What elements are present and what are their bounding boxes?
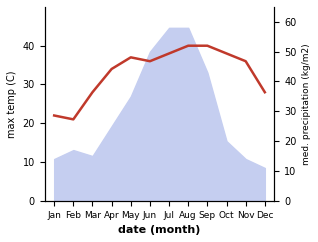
Y-axis label: med. precipitation (kg/m2): med. precipitation (kg/m2) <box>302 43 311 165</box>
Y-axis label: max temp (C): max temp (C) <box>7 70 17 138</box>
X-axis label: date (month): date (month) <box>118 225 201 235</box>
